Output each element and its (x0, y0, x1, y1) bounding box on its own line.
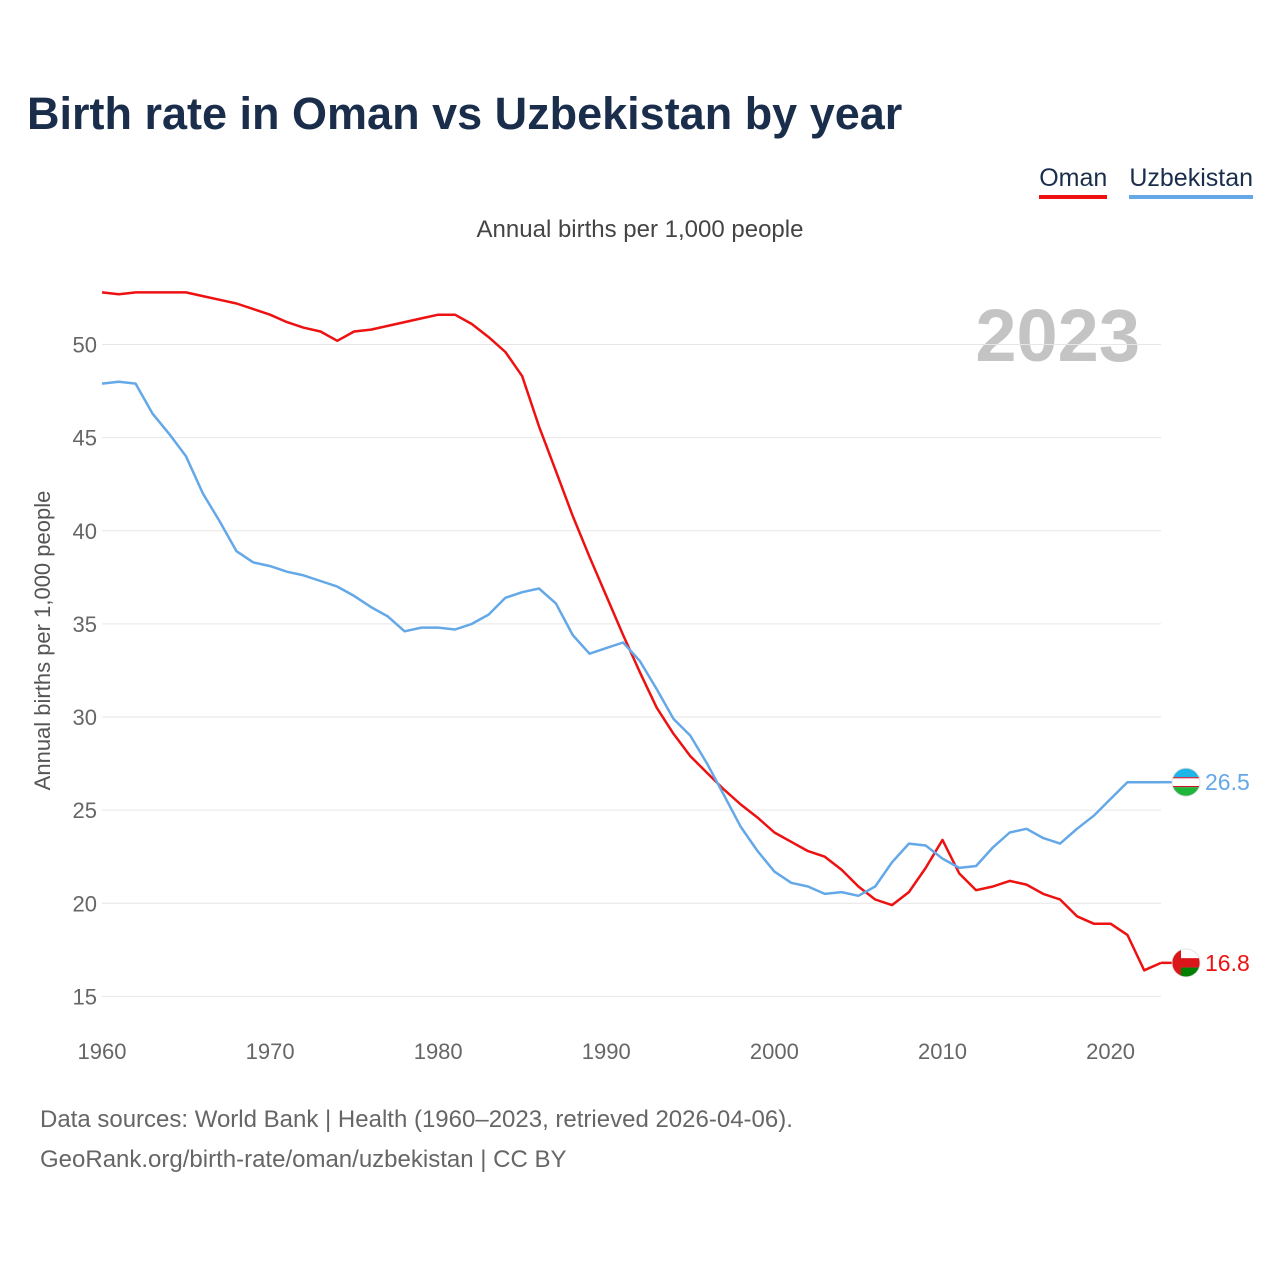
series-line-oman (101, 291, 1162, 972)
series-line-uzbekistan (101, 380, 1161, 898)
flag-icon-oman (1171, 948, 1201, 978)
legend-item-oman[interactable]: Oman (1039, 164, 1108, 199)
y-tick-label-45: 45 (73, 426, 97, 451)
y-tick-label-35: 35 (73, 612, 97, 637)
x-tick-label-1960: 1960 (78, 1039, 127, 1064)
chart-subtitle: Annual births per 1,000 people (476, 216, 804, 243)
x-tick-label-2010: 2010 (918, 1039, 967, 1064)
y-tick-label-20: 20 (73, 891, 97, 916)
footer-url[interactable]: GeoRank.org/birth-rate/oman/uzbekistan |… (40, 1146, 567, 1173)
y-tick-label-15: 15 (73, 984, 97, 1009)
chart-title: Birth rate in Oman vs Uzbekistan by year (27, 88, 903, 139)
x-tick-label-2020: 2020 (1086, 1039, 1135, 1064)
y-tick-label-30: 30 (73, 705, 97, 730)
x-tick-label-1970: 1970 (246, 1039, 295, 1064)
end-label-oman: 16.8 (1205, 950, 1250, 976)
y-axis-label: Annual births per 1,000 people (30, 491, 55, 791)
end-label-uzbekistan: 26.5 (1205, 769, 1250, 795)
x-tick-label-1990: 1990 (582, 1039, 631, 1064)
y-tick-label-50: 50 (73, 333, 97, 358)
year-watermark: 2023 (975, 294, 1140, 377)
y-tick-label-25: 25 (73, 798, 97, 823)
x-tick-label-1980: 1980 (414, 1039, 463, 1064)
flag-icon-uzbekistan (1171, 767, 1201, 797)
legend-item-uzbekistan[interactable]: Uzbekistan (1129, 164, 1253, 199)
footer-sources: Data sources: World Bank | Health (1960–… (40, 1106, 793, 1133)
legend: Oman Uzbekistan (1039, 164, 1253, 199)
y-tick-label-40: 40 (73, 519, 97, 544)
x-tick-label-2000: 2000 (750, 1039, 799, 1064)
